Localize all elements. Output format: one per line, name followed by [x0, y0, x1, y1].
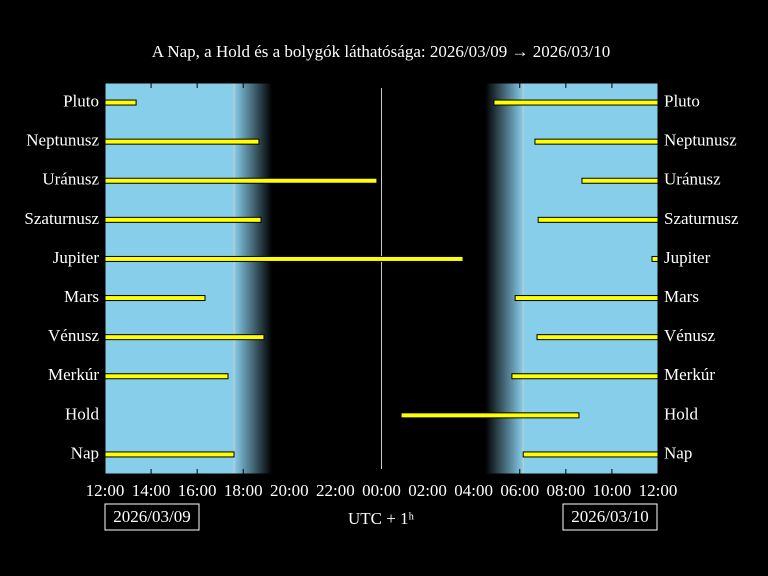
visibility-bar — [104, 373, 229, 380]
visibility-bar — [104, 451, 235, 458]
visibility-bar — [581, 177, 659, 184]
visibility-bar — [104, 255, 464, 262]
row-label: Merkúr — [664, 365, 715, 384]
x-tick-label: 18:00 — [224, 481, 263, 500]
visibility-bar — [651, 255, 659, 262]
row-label: Pluto — [664, 91, 700, 110]
row-label: Vénusz — [664, 326, 715, 345]
visibility-bar — [522, 451, 659, 458]
visibility-bar — [514, 295, 659, 302]
x-tick-label: 12:00 — [639, 481, 678, 500]
row-label: Hold — [65, 404, 100, 423]
visibility-bar — [400, 412, 580, 419]
dawn — [485, 83, 524, 474]
x-tick-label: 04:00 — [454, 481, 493, 500]
x-tick-label: 06:00 — [500, 481, 539, 500]
row-label: Jupiter — [53, 248, 100, 267]
row-label: Uránusz — [42, 170, 99, 189]
x-tick-label: 02:00 — [408, 481, 447, 500]
x-tick-label: 20:00 — [270, 481, 309, 500]
visibility-bar — [104, 138, 260, 145]
x-tick-label: 08:00 — [546, 481, 585, 500]
row-label: Pluto — [63, 91, 99, 110]
visibility-bar — [537, 216, 659, 223]
row-label: Nap — [664, 443, 692, 462]
x-tick-label: 16:00 — [178, 481, 217, 500]
chart-title: A Nap, a Hold és a bolygók láthatósága: … — [152, 42, 610, 61]
x-tick-label: 10:00 — [593, 481, 632, 500]
row-label: Merkúr — [48, 365, 99, 384]
row-label: Neptunusz — [26, 131, 99, 150]
visibility-bar — [511, 373, 659, 380]
date-box — [104, 503, 200, 531]
visibility-bar — [104, 99, 137, 106]
visibility-bar — [104, 177, 378, 184]
visibility-bar — [104, 295, 206, 302]
date-end: 2026/03/10 — [571, 507, 648, 526]
day-sky — [523, 83, 658, 474]
date-start: 2026/03/09 — [113, 507, 190, 526]
plot-frame — [104, 82, 659, 475]
x-tick-label: 12:00 — [86, 481, 125, 500]
x-tick-label: 22:00 — [316, 481, 355, 500]
dusk — [234, 83, 273, 474]
x-axis-label: UTC + 1ʰ — [348, 509, 415, 528]
row-label: Szaturnusz — [24, 209, 99, 228]
visibility-bar — [534, 138, 659, 145]
row-label: Neptunusz — [664, 131, 737, 150]
visibility-bar — [536, 334, 659, 341]
row-label: Nap — [71, 443, 99, 462]
date-box — [562, 503, 658, 531]
row-label: Vénusz — [48, 326, 99, 345]
row-label: Jupiter — [664, 248, 711, 267]
visibility-bar — [104, 334, 265, 341]
row-label: Mars — [64, 287, 99, 306]
row-label: Hold — [664, 404, 699, 423]
visibility-bar — [104, 216, 262, 223]
x-tick-label: 00:00 — [362, 481, 401, 500]
x-tick-label: 14:00 — [132, 481, 171, 500]
visibility-bar — [493, 99, 659, 106]
day-sky — [105, 83, 235, 474]
row-label: Uránusz — [664, 170, 721, 189]
row-label: Mars — [664, 287, 699, 306]
row-label: Szaturnusz — [664, 209, 739, 228]
